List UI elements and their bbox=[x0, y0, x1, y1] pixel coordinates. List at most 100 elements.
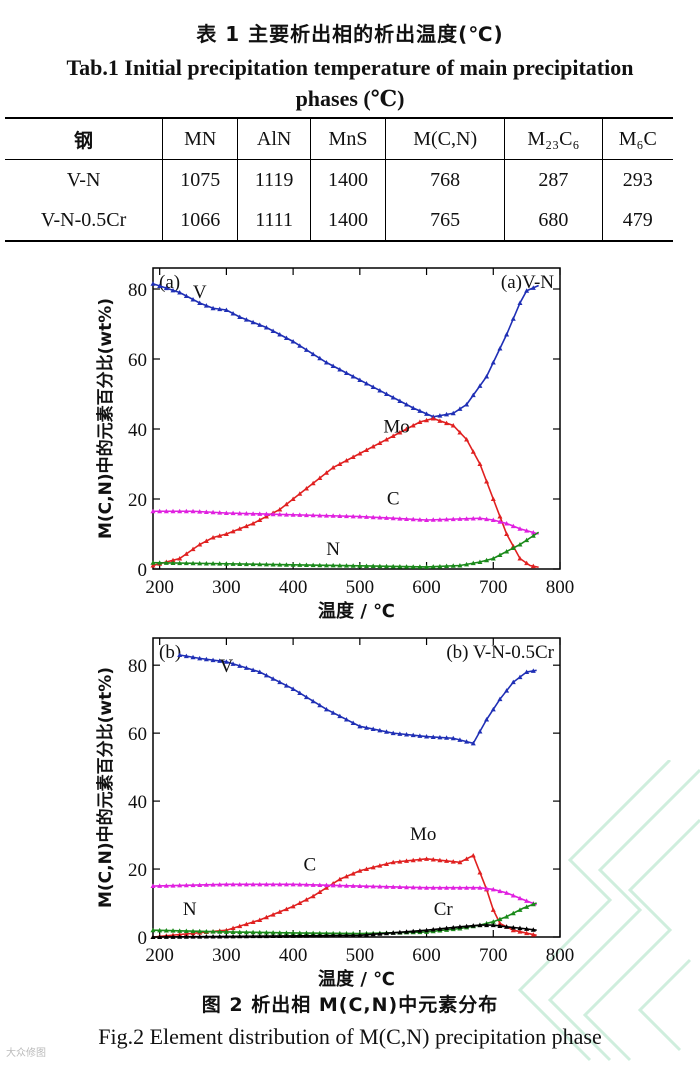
data-point bbox=[384, 729, 390, 734]
data-point bbox=[457, 430, 463, 435]
data-point bbox=[350, 932, 356, 938]
data-point bbox=[384, 930, 390, 936]
data-point bbox=[504, 531, 510, 536]
data-point bbox=[424, 885, 430, 890]
y-tick-label: 60 bbox=[128, 350, 147, 371]
data-point bbox=[197, 300, 203, 305]
data-point bbox=[230, 311, 236, 316]
data-point bbox=[323, 470, 329, 475]
data-point bbox=[337, 563, 343, 568]
data-point bbox=[317, 882, 323, 888]
data-point bbox=[497, 916, 503, 922]
data-point bbox=[410, 884, 416, 890]
x-tick-label: 300 bbox=[212, 945, 241, 966]
data-point bbox=[197, 882, 203, 887]
data-point bbox=[250, 511, 256, 516]
data-point bbox=[163, 928, 169, 933]
series-mo bbox=[150, 416, 539, 569]
plot-frame bbox=[152, 267, 561, 570]
data-point bbox=[203, 538, 209, 543]
table-row: V-N 1075 1119 1400 768 287 293 bbox=[5, 159, 673, 200]
header-cell: M₆C bbox=[601, 118, 673, 160]
data-point bbox=[183, 551, 189, 556]
data-point bbox=[177, 934, 183, 939]
data-point bbox=[303, 562, 309, 568]
data-point bbox=[404, 564, 410, 569]
data-point bbox=[484, 886, 490, 891]
data-point bbox=[524, 930, 530, 936]
chart-panel-b: 200 300 400 500 600 700 800 0 20 40 60 80 温度 / ℃ M(C,… bbox=[95, 637, 574, 990]
data-point bbox=[150, 560, 156, 565]
table-cell: 293 bbox=[601, 159, 673, 200]
data-point bbox=[377, 563, 383, 569]
data-point bbox=[323, 933, 329, 938]
data-point bbox=[390, 395, 396, 400]
data-point bbox=[397, 731, 403, 736]
header-cell: 钢 bbox=[5, 118, 164, 160]
data-point bbox=[237, 510, 243, 516]
data-point bbox=[457, 516, 463, 521]
x-tick-label: 300 bbox=[212, 577, 241, 598]
data-point bbox=[183, 653, 189, 659]
data-point bbox=[150, 927, 156, 933]
data-point bbox=[310, 512, 316, 518]
x-tick-label: 600 bbox=[412, 945, 441, 966]
series-annotation: V bbox=[220, 656, 234, 677]
data-point bbox=[263, 514, 269, 519]
data-point bbox=[157, 883, 163, 888]
data-point bbox=[364, 447, 370, 452]
data-point bbox=[243, 561, 249, 567]
data-point bbox=[484, 557, 490, 563]
data-point bbox=[250, 561, 256, 567]
data-point bbox=[364, 866, 370, 872]
data-point bbox=[217, 510, 223, 515]
data-point bbox=[223, 933, 229, 939]
data-point bbox=[517, 542, 523, 547]
data-point bbox=[470, 885, 476, 890]
series-n bbox=[150, 901, 537, 936]
data-point bbox=[497, 888, 503, 894]
data-point bbox=[530, 668, 536, 673]
data-point bbox=[210, 561, 216, 566]
figure-caption-cn: 图 2 析出相 M(C,N)中元素分布 bbox=[201, 994, 499, 1016]
data-point bbox=[223, 929, 229, 934]
data-point bbox=[303, 694, 309, 700]
data-point bbox=[370, 514, 376, 520]
data-point bbox=[524, 288, 530, 293]
data-point bbox=[530, 563, 536, 569]
data-point bbox=[210, 934, 216, 939]
data-point bbox=[384, 563, 390, 569]
data-point bbox=[190, 508, 196, 514]
data-point bbox=[417, 564, 423, 569]
x-tick-label: 800 bbox=[546, 577, 575, 598]
data-point bbox=[263, 930, 269, 935]
x-axis-label: 温度 / ℃ bbox=[318, 600, 395, 622]
data-point bbox=[277, 881, 283, 887]
series-cr bbox=[150, 922, 537, 939]
y-tick-label: 40 bbox=[128, 792, 147, 813]
data-point bbox=[430, 517, 436, 522]
data-point bbox=[524, 528, 530, 533]
data-point bbox=[237, 526, 243, 531]
data-point bbox=[450, 423, 456, 428]
data-point bbox=[177, 932, 183, 937]
data-point bbox=[470, 392, 476, 398]
data-point bbox=[477, 461, 483, 466]
data-point bbox=[190, 928, 196, 934]
figure-caption-en: Fig.2 Element distribution of M(C,N) pre… bbox=[98, 1024, 602, 1049]
data-point bbox=[410, 516, 416, 522]
data-point bbox=[464, 437, 470, 442]
data-point bbox=[277, 933, 283, 938]
data-point bbox=[490, 360, 496, 365]
data-point bbox=[303, 933, 309, 938]
data-point bbox=[337, 883, 343, 888]
data-point bbox=[370, 864, 376, 870]
data-point bbox=[464, 885, 470, 890]
data-point bbox=[377, 931, 383, 936]
data-point bbox=[317, 930, 323, 936]
data-point bbox=[317, 355, 323, 361]
data-point bbox=[303, 512, 309, 518]
data-point bbox=[257, 561, 263, 567]
data-point bbox=[477, 922, 483, 928]
table-title-en: Tab.1 Initial precipitation temperature … bbox=[66, 55, 634, 111]
